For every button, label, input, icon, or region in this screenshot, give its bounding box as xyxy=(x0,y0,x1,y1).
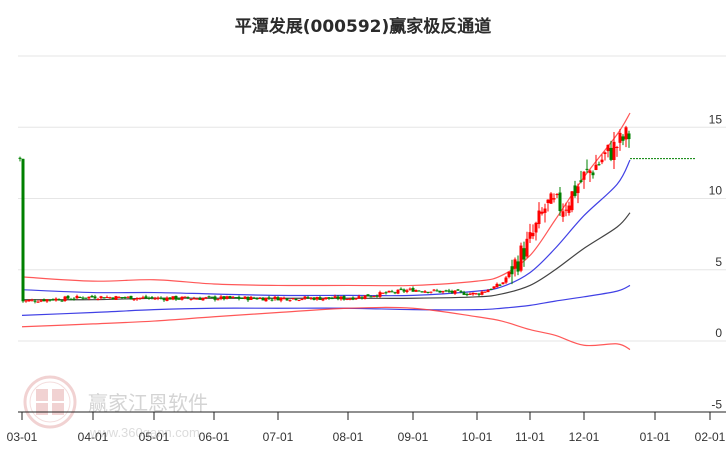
y-tick-label: -5 xyxy=(711,397,722,411)
y-tick-label: 5 xyxy=(715,255,722,269)
upper-outer-band-line xyxy=(21,112,631,287)
y-tick-label: 15 xyxy=(709,112,723,126)
channel-bands xyxy=(21,112,631,351)
watermark-name: 赢家江恩软件 xyxy=(88,391,208,415)
chart-title: 平潭发展(000592)赢家极反通道 xyxy=(234,17,492,37)
y-tick-label: 10 xyxy=(709,184,723,198)
x-axis: 03-01 04-01 05-01 06-01 07-01 08-01 09-01 10-01… xyxy=(7,411,726,444)
watermark-url: www.360gann.com xyxy=(89,425,200,440)
y-axis: 15 10 5 0 -5 xyxy=(709,112,723,411)
x-tick-label: 03-01 xyxy=(7,430,38,444)
grid-lines xyxy=(18,55,726,342)
x-tick-label: 09-01 xyxy=(398,430,429,444)
x-tick-label: 07-01 xyxy=(263,430,294,444)
upper-inner-band-line xyxy=(21,159,631,297)
x-tick-label: 06-01 xyxy=(199,430,230,444)
watermark: 赢家江恩软件 www.360gann.com xyxy=(23,375,208,440)
x-tick-label: 04-01 xyxy=(78,430,109,444)
watermark-seal-icon xyxy=(23,375,77,429)
x-tick-label: 02-01 xyxy=(695,430,726,444)
x-tick-label: 12-01 xyxy=(569,430,600,444)
lower-outer-band-line xyxy=(21,306,631,351)
x-tick-label: 08-01 xyxy=(333,430,364,444)
y-tick-label: 0 xyxy=(715,326,722,340)
x-tick-label: 05-01 xyxy=(139,430,170,444)
lower-inner-band-line xyxy=(21,284,631,316)
candlesticks xyxy=(18,125,631,304)
x-tick-label: 01-01 xyxy=(640,430,671,444)
x-tick-label: 10-01 xyxy=(462,430,493,444)
x-tick-label: 11-01 xyxy=(515,430,545,444)
